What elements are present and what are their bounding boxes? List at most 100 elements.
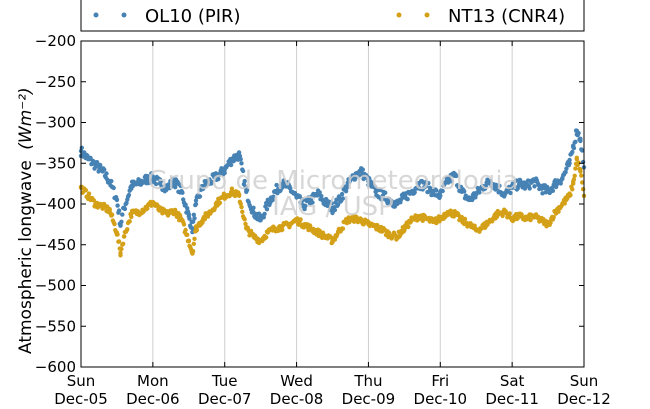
data-point [571, 181, 576, 186]
data-point [578, 136, 583, 141]
data-point [502, 210, 508, 215]
x-tick-label-date: Dec-08 [270, 390, 324, 408]
data-point [430, 219, 436, 225]
data-point [208, 210, 213, 215]
legend-entry-ol10[interactable]: OL10 (PIR) [93, 6, 241, 27]
legend-marker-nt13 [396, 12, 402, 18]
data-point [423, 216, 429, 221]
data-point [527, 186, 532, 191]
x-tick-label-date: Dec-05 [54, 390, 108, 408]
data-point [564, 166, 569, 171]
x-tick-label-day: Sun [570, 372, 599, 390]
data-point [136, 181, 141, 186]
x-tick-label-day: Tue [211, 372, 238, 390]
data-point [445, 210, 450, 215]
legend-box [80, 0, 585, 32]
data-point [192, 236, 197, 241]
data-point [100, 204, 105, 209]
data-point [165, 211, 170, 216]
data-point [280, 181, 285, 186]
data-point [114, 197, 120, 203]
data-point [215, 174, 220, 179]
data-point [343, 189, 349, 194]
data-point [143, 177, 148, 182]
data-point [466, 197, 472, 203]
data-point [308, 197, 314, 203]
legend-marker-ol10 [93, 12, 99, 18]
data-point [578, 169, 583, 174]
data-point [571, 177, 577, 182]
data-point [107, 208, 112, 213]
data-point [190, 250, 195, 256]
data-point [236, 193, 242, 198]
data-point [197, 194, 203, 199]
data-point [373, 189, 378, 194]
data-point [449, 179, 454, 184]
data-point [553, 181, 558, 186]
data-point [301, 203, 306, 208]
y-axis: −200 −250 −300 −350 −400 −450 −500 −550 −600 [35, 32, 584, 376]
data-point [402, 226, 407, 231]
data-point [264, 235, 269, 240]
data-point [186, 214, 191, 219]
data-point [387, 232, 393, 238]
data-point [294, 218, 299, 223]
data-point [531, 179, 536, 184]
data-point [109, 212, 115, 217]
data-point [335, 202, 341, 207]
data-point [567, 193, 572, 198]
data-point [153, 181, 159, 187]
watermark: Grupo de Micrometeorologia IAG / USP [148, 166, 519, 222]
data-point [580, 180, 585, 185]
data-point [373, 224, 378, 229]
y-tick-label: −500 [35, 277, 76, 295]
data-point [502, 192, 508, 197]
data-point [423, 183, 429, 189]
data-point [339, 191, 345, 197]
data-point [323, 200, 328, 205]
data-point [545, 222, 551, 227]
data-point [272, 226, 278, 231]
data-point [383, 190, 388, 195]
data-point [264, 207, 270, 212]
data-point [481, 224, 486, 229]
data-point [359, 169, 364, 174]
data-point [261, 215, 266, 220]
data-point [420, 218, 425, 223]
data-point [402, 195, 407, 200]
data-point [244, 226, 249, 231]
data-point [208, 179, 213, 184]
data-point [287, 222, 292, 227]
data-point [538, 185, 544, 190]
data-point [150, 200, 156, 205]
data-point [409, 218, 414, 223]
data-point [229, 157, 235, 162]
data-point [258, 218, 263, 223]
legend-entry-nt13[interactable]: NT13 (CNR4) [396, 6, 566, 27]
watermark-line2: IAG / USP [272, 192, 394, 222]
data-point [438, 216, 443, 221]
data-point [172, 208, 177, 213]
data-point [416, 181, 421, 186]
data-point [579, 173, 584, 178]
data-point [116, 239, 122, 244]
data-point [243, 221, 248, 227]
data-point [344, 183, 350, 189]
data-point [125, 227, 130, 232]
data-point [495, 211, 500, 216]
data-point [228, 162, 234, 168]
data-point [508, 190, 513, 196]
data-point [507, 211, 512, 216]
series-ol10 [78, 128, 587, 235]
data-point [193, 226, 199, 231]
data-point [112, 221, 117, 227]
data-point [576, 160, 581, 165]
data-point [272, 189, 278, 194]
data-point [337, 197, 342, 203]
data-point [93, 162, 98, 168]
x-tick-label-day: Sat [500, 372, 525, 390]
data-point [191, 212, 196, 217]
data-point [416, 214, 421, 219]
data-point [395, 234, 400, 239]
data-point [100, 169, 105, 174]
